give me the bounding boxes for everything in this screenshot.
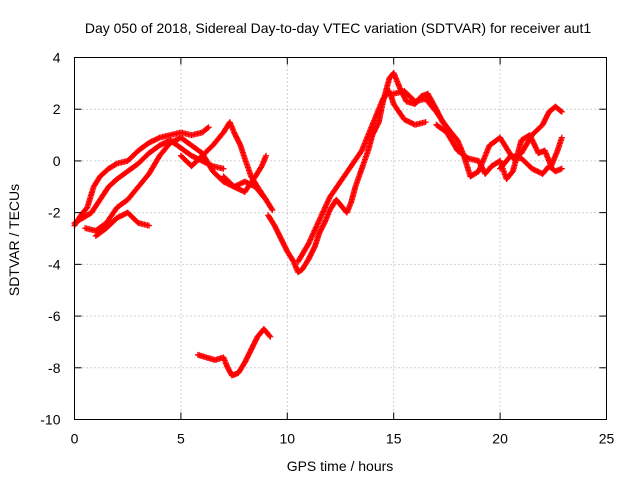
y-axis-label: SDTVAR / TECUs [6,184,22,296]
x-tick-label: 10 [280,431,296,447]
series-arc-h [294,88,429,265]
data-point [112,161,119,168]
x-tick-label: 20 [492,431,508,447]
data-point [558,165,565,172]
data-point [422,119,429,126]
plot-frame [74,57,607,420]
data-point [269,207,276,214]
data-point [557,107,564,114]
data-point [205,124,212,131]
x-tick-label: 5 [177,431,185,447]
y-tick-label: -10 [40,412,60,428]
x-tick-label: 0 [71,431,79,447]
y-tick-label: -4 [48,256,61,272]
data-point [268,205,275,212]
series-arc-i [390,88,565,180]
data-point [145,222,152,229]
chart-title: Day 050 of 2018, Sidereal Day-to-day VTE… [85,20,592,36]
series-arc-d [92,209,152,239]
x-tick-label: 15 [386,431,402,447]
y-tick-label: 0 [53,153,61,169]
series-arc-k [497,152,565,177]
data-point [204,125,211,132]
data-marks [71,70,565,379]
data-point [263,152,270,159]
grid-lines [74,57,607,420]
y-tick-label: 4 [53,50,61,66]
data-point [463,154,470,161]
y-tick-label: -6 [48,308,61,324]
data-point [266,332,273,339]
y-tick-label: -2 [48,205,61,221]
data-point [558,134,565,141]
y-tick-label: 2 [53,101,61,117]
series-arc-l [194,326,274,379]
x-axis-label: GPS time / hours [287,458,394,474]
y-tick-label: -8 [48,360,61,376]
data-point [220,165,227,172]
series-arc-c [82,134,270,234]
series-arc-f [220,152,270,195]
series-arc-j [433,121,565,183]
data-point [267,333,274,340]
data-point [558,108,565,115]
x-tick-label: 25 [599,431,615,447]
